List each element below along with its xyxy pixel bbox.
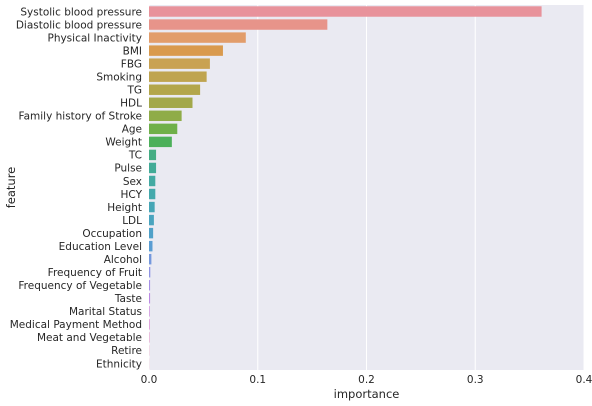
bar (149, 280, 151, 291)
bar (149, 293, 151, 304)
y-tick-label: Ethnicity (96, 358, 142, 370)
x-tick-label: 0.1 (249, 374, 266, 386)
bar (149, 162, 157, 174)
bar (149, 201, 155, 213)
y-tick-label: LDL (122, 215, 142, 227)
y-tick-label: Occupation (82, 228, 142, 240)
x-tick-labels: 0.0 0.1 0.2 0.3 0.4 (141, 374, 592, 386)
x-axis-title: importance (334, 387, 400, 401)
bar (149, 253, 152, 265)
y-tick-label: Height (107, 202, 142, 214)
bar (149, 175, 156, 187)
bar (149, 188, 156, 200)
y-tick-label: Frequency of Fruit (48, 267, 142, 279)
bar (149, 19, 328, 30)
y-tick-label: TG (126, 85, 142, 97)
y-tick-label: TC (128, 150, 142, 162)
bar (149, 32, 246, 43)
bar (149, 240, 153, 252)
y-tick-label: Diastolic blood pressure (16, 19, 142, 31)
y-tick-label: HDL (120, 98, 142, 110)
bar (149, 97, 193, 108)
bar (149, 6, 542, 17)
bar (149, 149, 157, 161)
y-tick-label: Sex (123, 176, 142, 188)
bar (149, 267, 151, 278)
y-tick-label: Meat and Vegetable (37, 332, 142, 344)
bars (149, 6, 542, 369)
y-tick-label: FBG (121, 58, 142, 70)
y-tick-label: Retire (111, 345, 142, 357)
y-tick-label: Weight (105, 137, 142, 149)
y-tick-label: Physical Inactivity (47, 32, 142, 44)
x-tick-label: 0.3 (467, 374, 484, 386)
y-tick-label: Family history of Stroke (19, 111, 143, 123)
bar (149, 227, 154, 239)
y-tick-label: Marital Status (69, 306, 142, 318)
bar (149, 110, 182, 122)
x-tick-label: 0.2 (358, 374, 375, 386)
x-tick-label: 0.0 (141, 374, 158, 386)
y-tick-label: Pulse (114, 163, 142, 175)
y-tick-label: Smoking (96, 71, 142, 83)
bar (149, 84, 201, 95)
bar (149, 306, 150, 317)
y-tick-label: Systolic blood pressure (20, 6, 142, 18)
bar (149, 71, 207, 82)
y-tick-label: HCY (121, 189, 143, 201)
bar (149, 136, 172, 148)
y-tick-label: Alcohol (104, 254, 142, 266)
bar (149, 214, 154, 226)
y-axis-title: feature (4, 167, 18, 209)
y-tick-label: Education Level (59, 241, 142, 253)
bar (149, 45, 223, 56)
y-tick-label: Frequency of Vegetable (18, 280, 142, 292)
bar (149, 58, 210, 69)
bar (149, 123, 178, 135)
x-tick-label: 0.4 (576, 374, 592, 386)
y-tick-label: BMI (123, 45, 142, 57)
y-tick-label: Age (122, 124, 142, 136)
y-tick-label: Medical Payment Method (10, 319, 142, 331)
y-tick-label: Taste (114, 293, 142, 305)
bar (149, 319, 150, 330)
